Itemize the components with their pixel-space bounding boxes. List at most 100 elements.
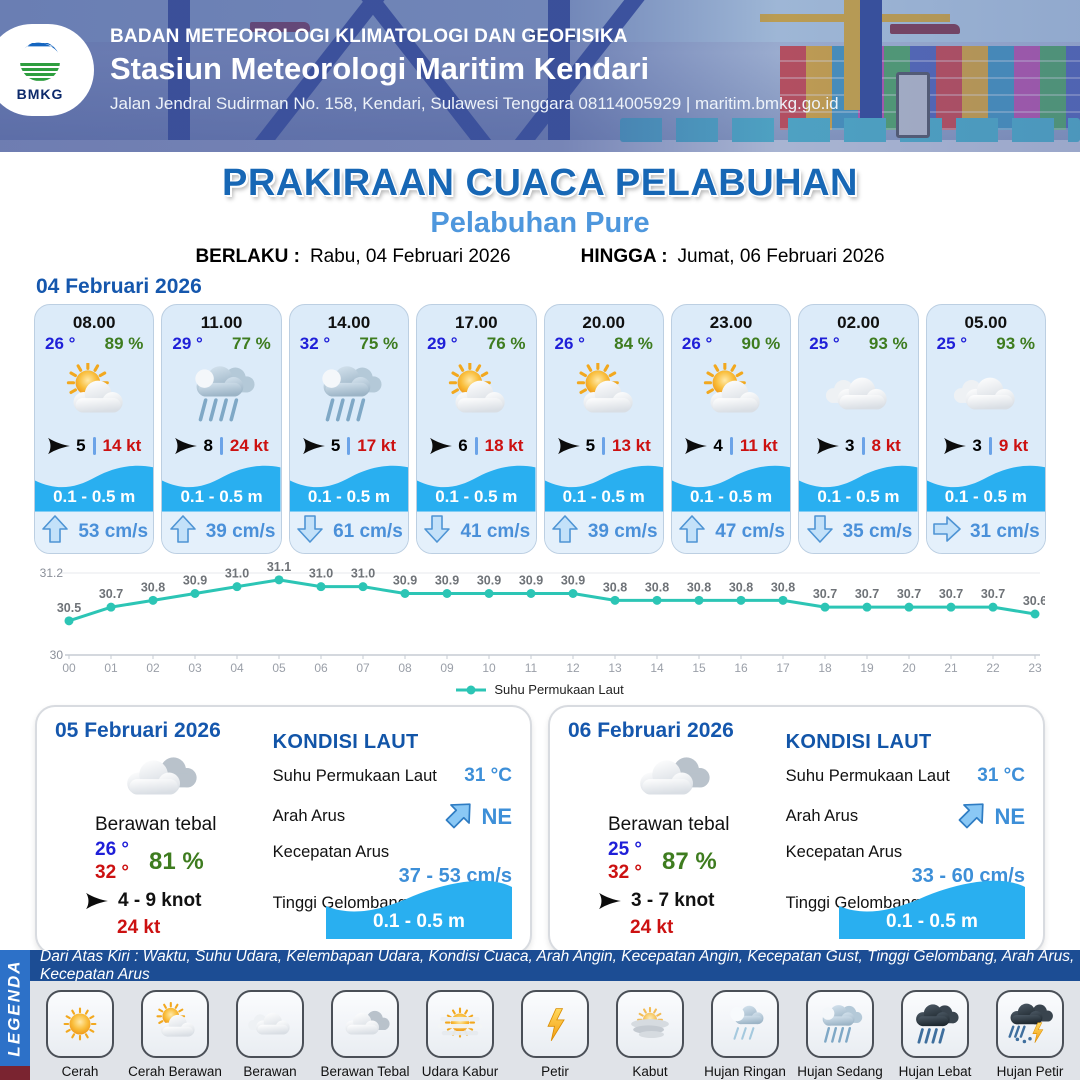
wave-height: 0.1 - 0.5 m — [435, 486, 518, 506]
wind-direction-icon — [429, 436, 453, 456]
current-direction-icon — [805, 514, 835, 550]
wind-speed: 3 — [972, 435, 982, 455]
sst-value: 31 °C — [464, 765, 512, 786]
wave-shape — [289, 466, 409, 512]
hourly-date-label: 04 Februari 2026 — [36, 275, 202, 298]
illustration-tint — [0, 0, 1080, 152]
weather-icon — [290, 354, 408, 435]
humidity: 93 % — [868, 334, 908, 353]
weather-icon — [55, 743, 261, 812]
weather-icon — [545, 354, 663, 435]
forecast-time: 20.00 — [582, 313, 625, 332]
legend-item: Hujan Ringan — [700, 990, 790, 1079]
separator-bar — [219, 436, 223, 455]
separator-bar — [474, 436, 478, 455]
temp-humidity-row: 25 ° 93 % — [799, 333, 917, 354]
legend-item: Hujan Sedang — [795, 990, 885, 1079]
forecast-time: 23.00 — [709, 313, 753, 332]
svg-text:11: 11 — [525, 661, 538, 675]
daily-forecast-card: 06 Februari 2026 Berawan tebal 25 ° 32 °… — [548, 705, 1045, 955]
cerah-berawan-icon — [141, 990, 209, 1058]
air-temperature: 29 ° — [172, 334, 203, 353]
current-speed: 61 cm/s — [333, 521, 403, 543]
temp-max: 32 ° — [608, 862, 643, 884]
current-speed-label: Kecepatan Arus — [272, 843, 390, 861]
separator-bar — [988, 436, 992, 455]
svg-text:09: 09 — [440, 661, 454, 675]
svg-text:18: 18 — [818, 661, 832, 675]
svg-text:15: 15 — [692, 661, 706, 675]
current-row: 35 cm/s — [799, 511, 918, 553]
wind-speed: 8 — [203, 435, 213, 455]
separator-bar — [729, 436, 733, 455]
separator-bar — [92, 436, 96, 455]
current-direction-value: NE — [481, 803, 512, 829]
weather-condition: Berawan tebal — [95, 814, 217, 836]
svg-text:30.7: 30.7 — [813, 587, 837, 601]
wave-height: 0.1 - 0.5 m — [53, 486, 136, 506]
forecast-time: 08.00 — [72, 313, 116, 332]
legend-item: Petir — [510, 990, 600, 1079]
temp-humidity-row: 32 ° 75 % — [290, 333, 408, 354]
valid-from-label: BERLAKU : — [195, 246, 300, 267]
legend-item-label: Udara Kabur — [421, 1064, 499, 1079]
daily-date: 06 Februari 2026 — [568, 719, 734, 742]
wind-direction-icon — [302, 436, 326, 456]
current-speed: 47 cm/s — [715, 521, 785, 543]
gust-speed: 18 kt — [484, 435, 524, 455]
hourly-forecast-card: 23.00 26 ° 90 % 4 11 kt 0.1 - 0.5 m 47 c… — [670, 304, 792, 554]
weather-icon — [35, 354, 153, 435]
wave-height-value: 0.1 - 0.5 m — [886, 911, 978, 932]
air-temperature: 29 ° — [427, 334, 458, 353]
current-direction-label: Arah Arus — [785, 807, 859, 825]
chart-legend-marker-icon — [456, 685, 487, 694]
current-direction-icon — [550, 514, 580, 550]
wave-shape — [839, 880, 1025, 939]
current-speed: 39 cm/s — [205, 521, 276, 543]
header-text: BADAN METEOROLOGI KLIMATOLOGI DAN GEOFIS… — [110, 26, 839, 114]
forecast-time: 17.00 — [455, 313, 498, 332]
wind-row: 5 14 kt — [35, 435, 153, 458]
svg-text:30.7: 30.7 — [99, 587, 123, 601]
svg-text:31.0: 31.0 — [351, 567, 375, 581]
valid-to-date: Jumat, 06 Februari 2026 — [677, 246, 885, 267]
wave-height: 0.1 - 0.5 m — [562, 486, 645, 506]
legend-title: LEGENDA — [5, 959, 24, 1057]
daily-forecast-card: 05 Februari 2026 Berawan tebal 26 ° 32 °… — [35, 705, 532, 955]
svg-text:08: 08 — [398, 661, 412, 675]
wind-row: 4 - 9 knot — [85, 890, 261, 912]
sea-conditions-panel: KONDISI LAUT Suhu Permukaan Laut 31 °C A… — [261, 719, 512, 939]
svg-text:19: 19 — [860, 661, 874, 675]
current-direction-icon — [422, 514, 452, 550]
weather-icon — [417, 354, 535, 435]
svg-text:02: 02 — [146, 661, 160, 675]
separator-bar — [861, 436, 865, 455]
wind-speed: 5 — [330, 435, 341, 455]
valid-from-date: Rabu, 04 Februari 2026 — [309, 246, 511, 267]
wave-height-value: 0.1 - 0.5 m — [373, 911, 465, 932]
wave-height-band: 0.1 - 0.5 m — [799, 457, 918, 512]
wind-speed: 3 — [845, 435, 855, 455]
svg-text:30.9: 30.9 — [477, 574, 501, 588]
current-direction-icon — [677, 514, 707, 550]
hourly-forecast-card: 17.00 29 ° 76 % 6 18 kt 0.1 - 0.5 m 41 c… — [416, 304, 537, 554]
legend-item: Kabut — [605, 990, 695, 1079]
wave-height-band: 0.1 - 0.5 m — [35, 457, 154, 512]
kabut-icon — [616, 990, 684, 1058]
weather-condition: Berawan tebal — [608, 814, 730, 836]
wave-height-box: 0.1 - 0.5 m — [839, 873, 1025, 939]
humidity: 89 % — [104, 334, 144, 353]
current-row: 31 cm/s — [926, 511, 1045, 553]
hourly-forecast-card: 08.00 26 ° 89 % 5 14 kt 0.1 - 0.5 m 53 c… — [34, 304, 155, 554]
hujan-ringan-icon — [711, 990, 779, 1058]
humidity: 77 % — [232, 334, 271, 353]
current-speed: 39 cm/s — [587, 521, 658, 543]
wave-shape — [544, 466, 663, 512]
berawan-tebal-icon — [331, 990, 399, 1058]
gust-speed: 9 kt — [998, 435, 1029, 455]
valid-to-label: HINGGA : — [580, 246, 668, 267]
wind-row: 8 24 kt — [162, 435, 280, 458]
current-direction-value: NE — [994, 803, 1025, 829]
station-address: Jalan Jendral Sudirman No. 158, Kendari,… — [110, 94, 839, 113]
